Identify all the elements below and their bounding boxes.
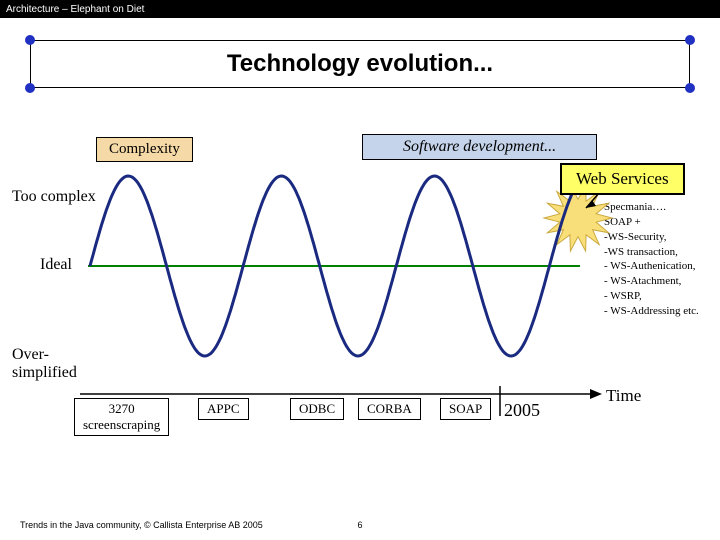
tech-appc: APPC: [198, 398, 249, 420]
spec-notes: Specmania…. SOAP + -WS-Security, -WS tra…: [604, 200, 699, 319]
page-number: 6: [357, 520, 362, 530]
note-line: SOAP +: [604, 215, 699, 230]
tech-odbc: ODBC: [290, 398, 344, 420]
header-text: Architecture – Elephant on Diet: [6, 4, 144, 15]
time-label: Time: [606, 386, 641, 406]
year-label: 2005: [504, 400, 540, 421]
note-line: - WS-Atachment,: [604, 274, 699, 289]
tech-soap: SOAP: [440, 398, 491, 420]
y-label-ideal: Ideal: [40, 256, 72, 274]
web-services-label: Web Services: [560, 163, 685, 195]
note-line: Specmania….: [604, 200, 699, 215]
slide-header: Architecture – Elephant on Diet: [0, 0, 720, 18]
title-dot: [25, 35, 35, 45]
title-dot: [685, 35, 695, 45]
note-line: -WS-Security,: [604, 230, 699, 245]
title-dot: [25, 83, 35, 93]
title-dot: [685, 83, 695, 93]
complexity-label: Complexity: [96, 137, 193, 162]
footer-text: Trends in the Java community, © Callista…: [20, 520, 263, 530]
page-title: Technology evolution...: [227, 50, 493, 78]
y-label-oversimplified: Over- simplified: [12, 346, 77, 382]
title-box: Technology evolution...: [30, 40, 690, 88]
tech-3270: 3270 screenscraping: [74, 398, 169, 436]
tech-corba: CORBA: [358, 398, 421, 420]
y-label-too-complex: Too complex: [12, 188, 96, 206]
subtitle-box: Software development...: [362, 134, 597, 160]
note-line: - WSRP,: [604, 289, 699, 304]
note-line: - WS-Addressing etc.: [604, 304, 699, 319]
note-line: - WS-Authenication,: [604, 259, 699, 274]
note-line: -WS transaction,: [604, 245, 699, 260]
